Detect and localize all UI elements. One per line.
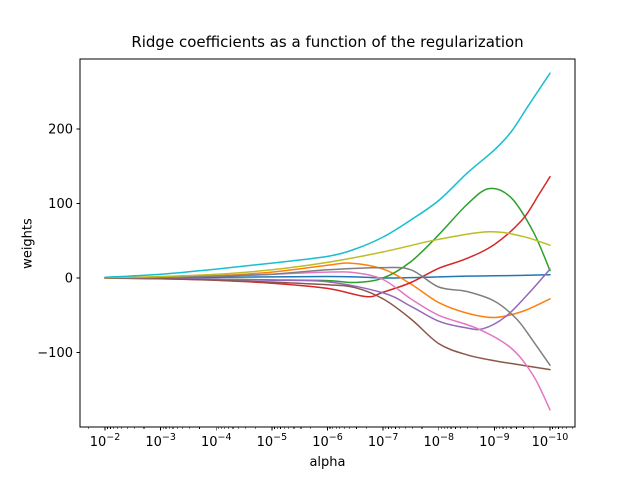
x-tick-label: 10−4 — [201, 432, 232, 450]
series-line-coef-6-pink — [104, 271, 551, 411]
x-tick-label: 10−8 — [423, 432, 454, 450]
y-tick-label: 0 — [65, 272, 73, 287]
series-line-coef-2-green — [104, 187, 551, 284]
x-tick-label: 10−6 — [312, 432, 343, 450]
x-tick-label: 10−5 — [257, 432, 288, 450]
series-line-coef-4-purple — [104, 268, 551, 331]
y-tick-label: −100 — [37, 346, 73, 361]
x-tick-label: 10−3 — [145, 432, 176, 450]
x-tick-label: 10−9 — [479, 432, 510, 450]
x-axis-label: alpha — [309, 455, 346, 470]
x-tick-label: 10−7 — [368, 432, 399, 450]
y-tick-label: 200 — [48, 123, 73, 138]
series-line-coef-8-olive — [104, 231, 551, 279]
series-line-coef-5-brown — [104, 277, 551, 371]
series-line-coef-1-orange — [104, 262, 551, 319]
series-line-coef-7-gray — [104, 266, 551, 366]
x-tick-label: 10−10 — [532, 432, 569, 450]
y-tick-label: 100 — [48, 197, 73, 212]
chart-title: Ridge coefficients as a function of the … — [131, 33, 524, 51]
x-tick-label: 10−2 — [90, 432, 121, 450]
series-line-coef-9-cyan — [104, 72, 551, 279]
axes-frame — [79, 58, 576, 428]
